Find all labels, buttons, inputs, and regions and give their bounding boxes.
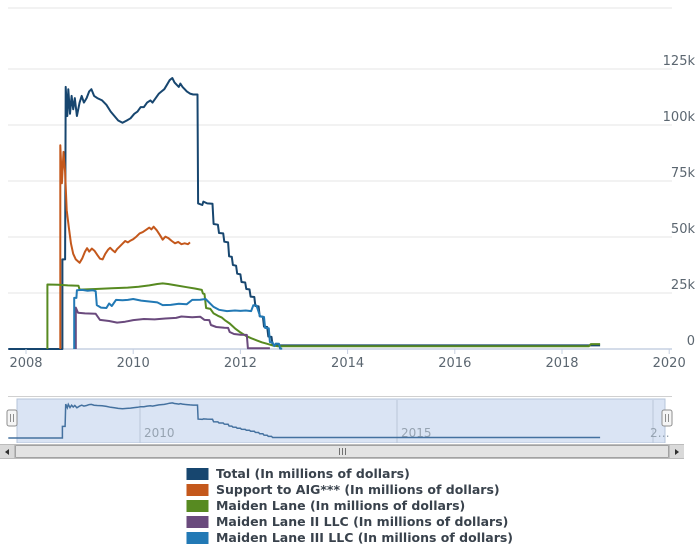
- legend-item-maiden-lane-iii[interactable]: Maiden Lane III LLC (In millions of doll…: [185, 530, 514, 545]
- series-line-2: [46, 282, 601, 349]
- series-line-3: [74, 306, 270, 350]
- x-tick-label: 2010: [117, 356, 150, 371]
- x-tick-label: 2020: [653, 356, 686, 371]
- navigator-year-label: 2010: [144, 426, 175, 440]
- legend-label: Maiden Lane II LLC (In millions of dolla…: [215, 514, 509, 529]
- scroll-right-button[interactable]: [669, 445, 684, 458]
- scrollbar-thumb[interactable]: [15, 445, 669, 458]
- y-tick-label: 25k: [671, 278, 696, 293]
- navigator-selected-range[interactable]: [16, 398, 666, 443]
- arrow-right-icon: [675, 448, 679, 455]
- legend-item-support-to-aig[interactable]: Support to AIG*** (In millions of dollar…: [185, 482, 513, 497]
- x-tick-label: 2016: [438, 356, 471, 371]
- gridlines: [8, 7, 672, 350]
- legend-item-maiden-lane[interactable]: Maiden Lane (In millions of dollars): [185, 498, 513, 513]
- y-tick-label: 75k: [671, 166, 696, 181]
- y-tick-label: 100k: [663, 110, 696, 125]
- series-line-1: [59, 144, 191, 349]
- x-tick-label: 2008: [9, 356, 42, 371]
- legend-label: Maiden Lane (In millions of dollars): [215, 498, 466, 513]
- y-tick-label: 50k: [671, 222, 696, 237]
- legend-label: Support to AIG*** (In millions of dollar…: [215, 482, 500, 497]
- scroll-left-button[interactable]: [0, 445, 15, 458]
- navigator-year-label: 2…: [650, 426, 670, 440]
- legend-item-total[interactable]: Total (In millions of dollars): [185, 466, 513, 481]
- navigator-left-handle[interactable]: [6, 409, 18, 427]
- x-axis: 2008 2010 2012 2014 2016 2018 2020: [9, 349, 686, 371]
- navigator-year-label: 2015: [401, 426, 432, 440]
- legend: Total (In millions of dollars) Support t…: [185, 466, 514, 546]
- timeseries-chart[interactable]: 2008 2010 2012 2014 2016 2018 2020 125k 100k 75k…: [0, 0, 699, 443]
- series-line-0: [8, 77, 601, 350]
- x-tick-label: 2018: [545, 356, 578, 371]
- series-lines: [8, 77, 601, 350]
- navigator-right-handle[interactable]: [661, 409, 673, 427]
- arrow-left-icon: [5, 448, 9, 455]
- y-tick-label: 125k: [663, 54, 696, 69]
- maiden-lane-ii-swatch-icon: [185, 515, 208, 528]
- support-to-aig-swatch-icon: [185, 483, 208, 496]
- maiden-lane-iii-swatch-icon: [185, 531, 208, 544]
- range-navigator[interactable]: 2010 2015 2…: [6, 396, 673, 444]
- legend-item-maiden-lane-ii[interactable]: Maiden Lane II LLC (In millions of dolla…: [185, 514, 513, 529]
- navigator-mini-line: [8, 402, 601, 439]
- maiden-lane-swatch-icon: [185, 499, 208, 512]
- legend-label: Total (In millions of dollars): [215, 466, 410, 481]
- x-tick-label: 2014: [331, 356, 364, 371]
- series-line-4: [73, 288, 283, 350]
- grip-icon: [338, 448, 340, 455]
- horizontal-scrollbar[interactable]: [0, 444, 684, 459]
- total-swatch-icon: [185, 467, 208, 480]
- x-tick-label: 2012: [224, 356, 257, 371]
- y-axis-labels: 125k 100k 75k 50k 25k 0: [663, 54, 696, 349]
- legend-label: Maiden Lane III LLC (In millions of doll…: [215, 530, 514, 545]
- y-tick-label: 0: [687, 334, 695, 349]
